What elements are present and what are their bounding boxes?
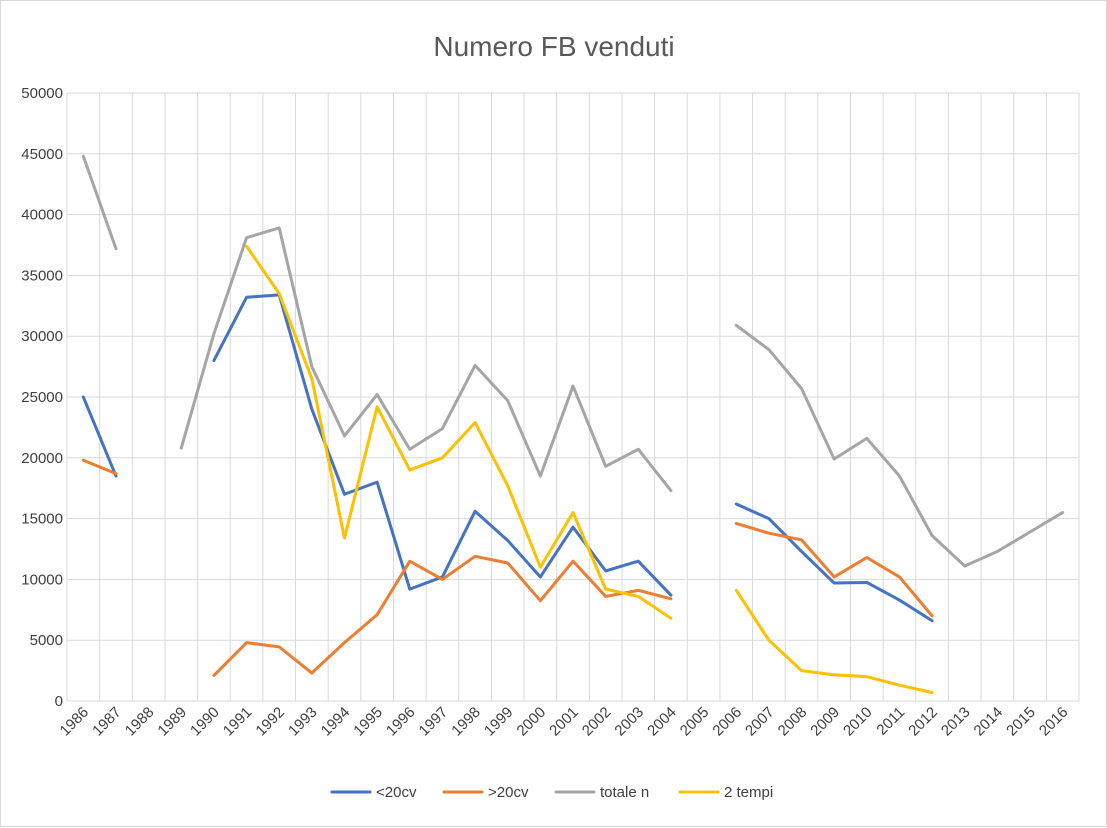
x-tick-label: 2006: [709, 704, 745, 740]
x-tick-label: 2007: [742, 704, 778, 740]
x-tick-label: 2013: [938, 704, 974, 740]
x-tick-label: 2009: [807, 704, 843, 740]
series-line-segment: [212, 293, 673, 597]
y-tick-label: 30000: [21, 328, 63, 345]
x-tick-label: 1991: [220, 704, 256, 740]
x-tick-label: 2008: [775, 704, 811, 740]
series-lines: [81, 154, 1065, 694]
x-tick-label: 1997: [416, 704, 452, 740]
x-tick-label: 2016: [1036, 704, 1072, 740]
x-tick-label: 2015: [1003, 704, 1039, 740]
series-line-segment: [212, 554, 673, 677]
x-tick-label: 1995: [350, 704, 386, 740]
y-tick-label: 25000: [21, 389, 63, 406]
x-tick-label: 1993: [285, 704, 321, 740]
y-tick-label: 50000: [21, 85, 63, 102]
x-tick-label: 2002: [579, 704, 615, 740]
x-tick-label: 2011: [873, 704, 908, 739]
legend-label: <20cv: [376, 784, 417, 801]
y-tick-label: 10000: [21, 571, 63, 588]
series-line-segment: [734, 588, 934, 694]
x-tick-label: 1996: [383, 704, 419, 740]
gridlines: [66, 92, 1080, 702]
series-line-segment: [734, 323, 1065, 568]
x-tick-label: 2014: [971, 704, 1007, 740]
x-tick-label: 2005: [677, 704, 713, 740]
series-2-tempi: [245, 244, 934, 694]
y-tick-label: 40000: [21, 207, 63, 224]
series-totale-n: [81, 154, 1065, 568]
series-line-segment: [179, 226, 673, 493]
x-tick-label: 1990: [187, 704, 223, 740]
legend-label: 2 tempi: [724, 784, 773, 801]
x-tick-label: 2003: [611, 704, 647, 740]
y-tick-label: 45000: [21, 146, 63, 163]
x-tick-label: 1994: [318, 704, 354, 740]
series--20cv: [81, 458, 934, 677]
y-axis-ticks: 0 5000 10000 15000 20000 25000 30000 35000 40000…: [21, 85, 63, 710]
series-line-segment: [81, 458, 118, 476]
y-tick-label: 5000: [30, 632, 63, 649]
x-tick-label: 2000: [514, 704, 550, 740]
x-tick-label: 1992: [252, 704, 288, 740]
x-tick-label: 1999: [481, 704, 517, 740]
legend: <20cv >20cv totale n 2 tempi: [330, 784, 773, 801]
y-tick-label: 15000: [21, 511, 63, 528]
y-tick-label: 20000: [21, 450, 63, 467]
series-line-segment: [245, 244, 673, 620]
x-tick-label: 1989: [154, 704, 190, 740]
x-tick-label: 1987: [89, 704, 125, 740]
series--20cv: [81, 293, 934, 623]
x-tick-label: 2001: [546, 704, 582, 740]
x-tick-label: 2010: [840, 704, 876, 740]
x-tick-label: 2012: [905, 704, 941, 740]
x-tick-label: 1998: [448, 704, 484, 740]
x-axis-ticks: 1986198719881989199019911992199319941995…: [57, 704, 1072, 740]
series-line-segment: [81, 154, 118, 251]
x-tick-label: 1988: [122, 704, 158, 740]
legend-label: totale n: [600, 784, 649, 801]
legend-label: >20cv: [488, 784, 529, 801]
chart-title: Numero FB venduti: [433, 31, 674, 62]
series-line-segment: [734, 521, 934, 618]
series-line-segment: [81, 395, 118, 478]
y-tick-label: 0: [55, 693, 63, 710]
x-tick-label: 2004: [644, 704, 680, 740]
series-line-segment: [734, 502, 934, 623]
y-tick-label: 35000: [21, 267, 63, 284]
